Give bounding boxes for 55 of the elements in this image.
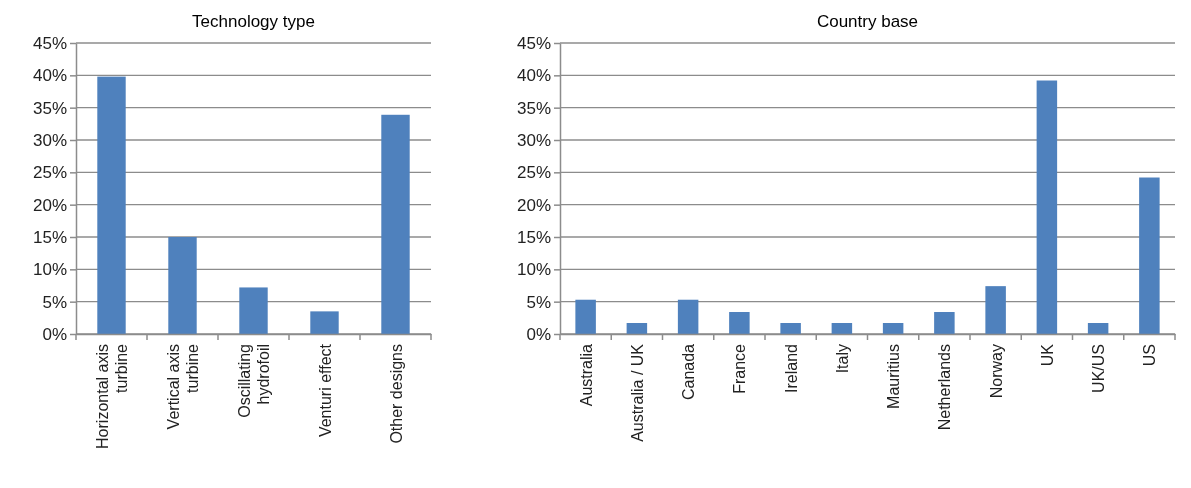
y-tick-label: 20% — [32, 195, 67, 215]
bar — [831, 323, 853, 334]
x-tick-label: Other designs — [387, 344, 405, 444]
bar — [1087, 323, 1109, 334]
x-tick-label: Canada — [680, 343, 698, 401]
x-tick-label: Ireland — [782, 344, 800, 393]
y-tick-label: 40% — [32, 66, 67, 86]
chart-title: Country base — [816, 12, 919, 31]
y-tick-label: 5% — [526, 292, 551, 312]
x-tick-label: Vertical axis turbine — [165, 343, 201, 430]
x-tick-label: UK — [1038, 343, 1056, 367]
bar — [168, 237, 197, 334]
x-tick-label: UK/US — [1090, 344, 1108, 393]
y-tick-label: 15% — [516, 227, 551, 247]
y-tick-label: 45% — [32, 33, 67, 53]
chart-title: Technology type — [192, 12, 315, 31]
y-tick-label: 25% — [516, 163, 551, 183]
y-tick-label: 10% — [32, 260, 67, 280]
y-tick-label: 45% — [516, 33, 551, 53]
y-tick-label: 25% — [32, 163, 67, 183]
x-tick-label: US — [1141, 344, 1159, 367]
bar — [626, 323, 648, 334]
y-tick-label: 0% — [42, 324, 67, 344]
x-tick-label: Norway — [987, 344, 1005, 399]
y-tick-label: 35% — [32, 98, 67, 118]
bar — [1036, 80, 1058, 334]
bar — [882, 323, 904, 334]
y-tick-label: 5% — [42, 292, 67, 312]
y-tick-label: 20% — [516, 195, 551, 215]
bar — [575, 299, 596, 334]
x-tick-label: Australia / UK — [628, 343, 646, 442]
bar — [729, 312, 750, 334]
x-tick-label: Netherlands — [936, 344, 954, 431]
x-tick-label: Italy — [833, 344, 851, 374]
bar — [985, 286, 1006, 334]
bar — [1139, 177, 1160, 334]
y-tick-label: 40% — [516, 66, 551, 86]
y-tick-label: 30% — [32, 130, 67, 150]
y-tick-label: 15% — [32, 227, 67, 247]
y-tick-label: 30% — [516, 130, 551, 150]
x-tick-label: Mauritius — [885, 344, 903, 409]
x-tick-label: Horizontal axis turbine — [94, 343, 130, 449]
bar — [677, 299, 699, 334]
bar — [934, 312, 955, 334]
x-tick-label: Venturi effect — [316, 343, 334, 438]
bar — [310, 311, 339, 334]
x-tick-label: France — [731, 343, 749, 394]
y-tick-label: 10% — [516, 260, 551, 280]
y-tick-label: 35% — [516, 98, 551, 118]
bar — [381, 114, 410, 334]
bar — [239, 287, 268, 334]
x-tick-label: Australia — [577, 343, 595, 407]
bar — [97, 76, 126, 334]
y-tick-label: 0% — [526, 324, 551, 344]
bar — [780, 323, 801, 334]
